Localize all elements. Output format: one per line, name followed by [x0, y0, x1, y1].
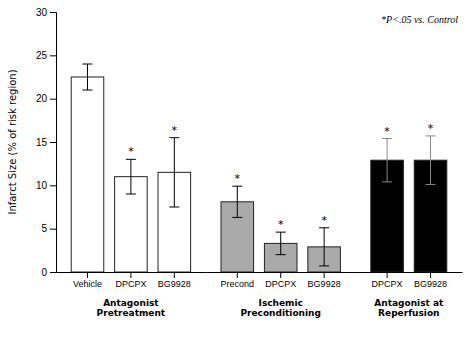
significance-label: *: [128, 145, 134, 158]
significance-label: *: [321, 214, 327, 227]
x-tick-mark: [87, 272, 88, 278]
y-axis: 0 5 10 15 20 25 30: [36, 7, 57, 278]
x-tick: Vehicle: [73, 272, 102, 289]
x-axis: DPCPX BG9928: [356, 272, 462, 289]
y-tick-mark: [50, 229, 56, 230]
plot: 0 5 10 15 20 25 30 Infarct Size (% of risk regi…: [7, 7, 463, 319]
y-tick: 25: [36, 50, 56, 61]
error-bar: [276, 232, 286, 255]
x-tick: DPCPX: [372, 272, 403, 289]
significance-label: *: [172, 124, 178, 137]
x-tick-mark: [280, 272, 281, 278]
x-tick-mark: [430, 272, 431, 278]
x-tick: BG9928: [308, 272, 341, 289]
x-tick: BG9928: [158, 272, 191, 289]
x-tick-label: BG9928: [308, 279, 341, 289]
x-tick-label: DPCPX: [115, 279, 146, 289]
bars: [71, 64, 447, 272]
x-tick-label: BG9928: [158, 279, 191, 289]
y-tick-mark: [50, 55, 56, 56]
x-tick-label: Vehicle: [73, 279, 102, 289]
error-bar: [82, 64, 92, 90]
significance-label: *: [428, 122, 434, 135]
x-axis: Precond DPCPX BG9928: [206, 272, 356, 289]
x-tick: DPCPX: [265, 272, 296, 289]
y-axis-title: Infarct Size (% of risk region): [7, 69, 18, 214]
group-label: IschemicPreconditioning: [240, 298, 321, 318]
error-bar: [232, 186, 242, 217]
y-tick-label: 0: [41, 267, 47, 278]
error-bar: [319, 228, 329, 266]
y-tick-mark: [50, 99, 56, 100]
x-tick-label: DPCPX: [372, 279, 403, 289]
x-tick-mark: [174, 272, 175, 278]
significance-labels: * * * * * * *: [128, 122, 434, 231]
y-tick-label: 5: [41, 223, 47, 234]
x-tick: DPCPX: [115, 272, 146, 289]
y-tick: 15: [36, 137, 56, 148]
error-bar: [126, 159, 136, 194]
y-tick: 10: [36, 180, 56, 191]
x-tick-label: Precond: [221, 279, 255, 289]
significance-label: *: [235, 172, 241, 185]
y-tick-mark: [50, 272, 56, 273]
y-tick-mark: [50, 185, 56, 186]
x-tick-label: DPCPX: [265, 279, 296, 289]
x-tick-mark: [387, 272, 388, 278]
x-tick-label: BG9928: [414, 279, 447, 289]
y-tick-label: 10: [36, 180, 48, 191]
y-tick-mark: [50, 12, 56, 13]
x-tick-mark: [324, 272, 325, 278]
y-tick-label: 30: [36, 7, 48, 18]
y-tick-mark: [50, 142, 56, 143]
y-tick: 20: [36, 93, 56, 104]
y-tick: 0: [41, 267, 56, 278]
y-axis-line: [50, 13, 57, 273]
y-tick-label: 15: [36, 137, 48, 148]
group-label: AntagonistPretreatment: [97, 298, 166, 318]
error-bar: [426, 136, 436, 185]
significance-label: *: [278, 218, 284, 231]
error-bar: [169, 138, 179, 207]
x-axis: Vehicle DPCPX BG9928: [57, 272, 207, 289]
y-tick-label: 20: [36, 93, 48, 104]
y-tick-label: 25: [36, 50, 48, 61]
chart: 0 5 10 15 20 25 30 Infarct Size (% of risk regi…: [0, 0, 474, 338]
significance-label: *: [384, 125, 390, 138]
x-tick: BG9928: [414, 272, 447, 289]
x-tick-mark: [237, 272, 238, 278]
x-axis-line: [57, 272, 207, 273]
y-tick: 30: [36, 7, 56, 18]
x-axis-line: [356, 272, 462, 273]
annotation: *P<.05 vs. Control: [381, 14, 458, 25]
error-bar: [382, 139, 392, 182]
x-tick-mark: [130, 272, 131, 278]
group-label: Antagonist atReperfusion: [374, 298, 444, 318]
bar: [71, 77, 104, 272]
x-tick: Precond: [221, 272, 255, 289]
y-tick: 5: [41, 223, 56, 234]
